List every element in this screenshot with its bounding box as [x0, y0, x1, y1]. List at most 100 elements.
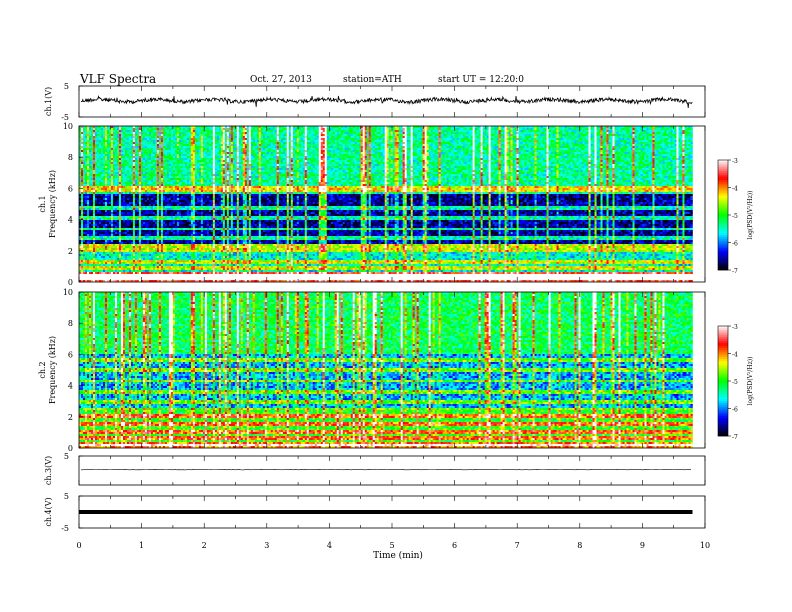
spectrogram-cell	[89, 256, 91, 258]
spectrogram-cell	[83, 182, 85, 184]
spectrogram-cell	[87, 240, 89, 242]
spectrogram-cell	[81, 236, 83, 238]
spectrogram-cell	[83, 204, 85, 206]
spectrogram-cell	[87, 230, 89, 232]
spectrogram-cell	[87, 274, 89, 276]
spectrogram-cell	[89, 220, 91, 222]
spectrogram-cell	[89, 206, 91, 208]
spectrogram-cell	[85, 168, 87, 170]
spectrogram-cell	[81, 264, 83, 266]
spectrogram-cell	[83, 142, 85, 144]
spectrogram-cell	[83, 178, 85, 180]
spectrogram-cell	[85, 236, 87, 238]
spectrogram-cell	[85, 154, 87, 156]
spectrogram-cell	[87, 228, 89, 230]
spectrogram-cell	[85, 268, 87, 270]
spectrogram-cell	[81, 168, 83, 170]
spectrogram-cell	[83, 172, 85, 174]
spectrogram-cell	[89, 232, 91, 234]
spectrogram-cell	[87, 136, 89, 138]
spectrogram-cell	[83, 200, 85, 202]
spectrogram-cell	[85, 200, 87, 202]
spectrogram-cell	[89, 258, 91, 260]
spectrogram-cell	[85, 270, 87, 272]
spectrogram-cell	[85, 170, 87, 172]
spectrogram-cell	[81, 184, 83, 186]
spectrogram-cell	[85, 164, 87, 166]
spectrogram-cell	[89, 236, 91, 238]
spectrogram-cell	[85, 274, 87, 276]
spectrogram-cell	[89, 184, 91, 186]
spectrogram-cell	[81, 204, 83, 206]
spectrogram-cell	[89, 186, 91, 188]
spectrogram-cell	[81, 134, 83, 136]
spectrogram-cell	[81, 174, 83, 176]
spectrogram-cell	[83, 190, 85, 192]
spectrogram-cell	[81, 196, 83, 198]
spectrogram-cell	[81, 232, 83, 234]
spectrogram-cell	[89, 216, 91, 218]
spectrogram-cell	[89, 190, 91, 192]
spectrogram-cell	[89, 140, 91, 142]
spectrogram-cell	[87, 172, 89, 174]
spectrogram-cell	[83, 260, 85, 262]
spectrogram-cell	[85, 172, 87, 174]
spectrogram-cell	[83, 202, 85, 204]
station-label: station=ATH	[343, 75, 402, 85]
spectrogram-cell	[85, 206, 87, 208]
spectrogram-cell	[85, 278, 87, 280]
spectrogram-cell	[87, 174, 89, 176]
spectrogram-cell	[83, 158, 85, 160]
spectrogram-cell	[85, 140, 87, 142]
spectrogram-cell	[89, 268, 91, 270]
spectrogram-cell	[83, 194, 85, 196]
spectrogram-cell	[87, 152, 89, 154]
spectrogram-cell	[81, 160, 83, 162]
spectrogram-cell	[89, 144, 91, 146]
spectrogram-cell	[85, 190, 87, 192]
spectrogram-cell	[87, 244, 89, 246]
spectrogram-cell	[81, 144, 83, 146]
spectrogram-cell	[87, 198, 89, 200]
spectrogram-cell	[85, 246, 87, 248]
spectrogram-cell	[89, 150, 91, 152]
spectrogram-cell	[83, 148, 85, 150]
spectrogram-cell	[81, 222, 83, 224]
spectrogram-cell	[85, 138, 87, 140]
spectrogram-cell	[87, 146, 89, 148]
spectrogram-cell	[85, 224, 87, 226]
spectrogram-cell	[87, 272, 89, 274]
spectrogram-cell	[87, 180, 89, 182]
spectrogram-cell	[85, 134, 87, 136]
spectrogram-cell	[85, 184, 87, 186]
spectrogram-cell	[87, 216, 89, 218]
spectrogram-cell	[81, 154, 83, 156]
spectrogram-cell	[83, 192, 85, 194]
spectrogram-cell	[83, 232, 85, 234]
spectrogram-cell	[87, 140, 89, 142]
spectrogram-cell	[83, 130, 85, 132]
spectrogram-cell	[83, 212, 85, 214]
spectrogram-cell	[87, 182, 89, 184]
spectrogram-cell	[83, 264, 85, 266]
spectrogram-cell	[87, 178, 89, 180]
spectrogram-cell	[85, 196, 87, 198]
spectrogram-cell	[87, 204, 89, 206]
spectrogram-cell	[85, 244, 87, 246]
spectrogram-cell	[81, 278, 83, 280]
spectrogram-cell	[81, 146, 83, 148]
spectrogram-cell	[81, 210, 83, 212]
spectrogram-cell	[85, 230, 87, 232]
spectrogram-cell	[89, 262, 91, 264]
spectrogram-cell	[81, 228, 83, 230]
spectrogram-cell	[87, 150, 89, 152]
spectrogram-cell	[81, 268, 83, 270]
spectrogram-cell	[81, 190, 83, 192]
spectrogram-cell	[89, 128, 91, 130]
spectrogram-cell	[81, 272, 83, 274]
spectrogram-cell	[89, 148, 91, 150]
spectrogram-cell	[81, 164, 83, 166]
spectrogram-cell	[89, 228, 91, 230]
spectrogram-cell	[85, 166, 87, 168]
spectrogram-cell	[89, 132, 91, 134]
